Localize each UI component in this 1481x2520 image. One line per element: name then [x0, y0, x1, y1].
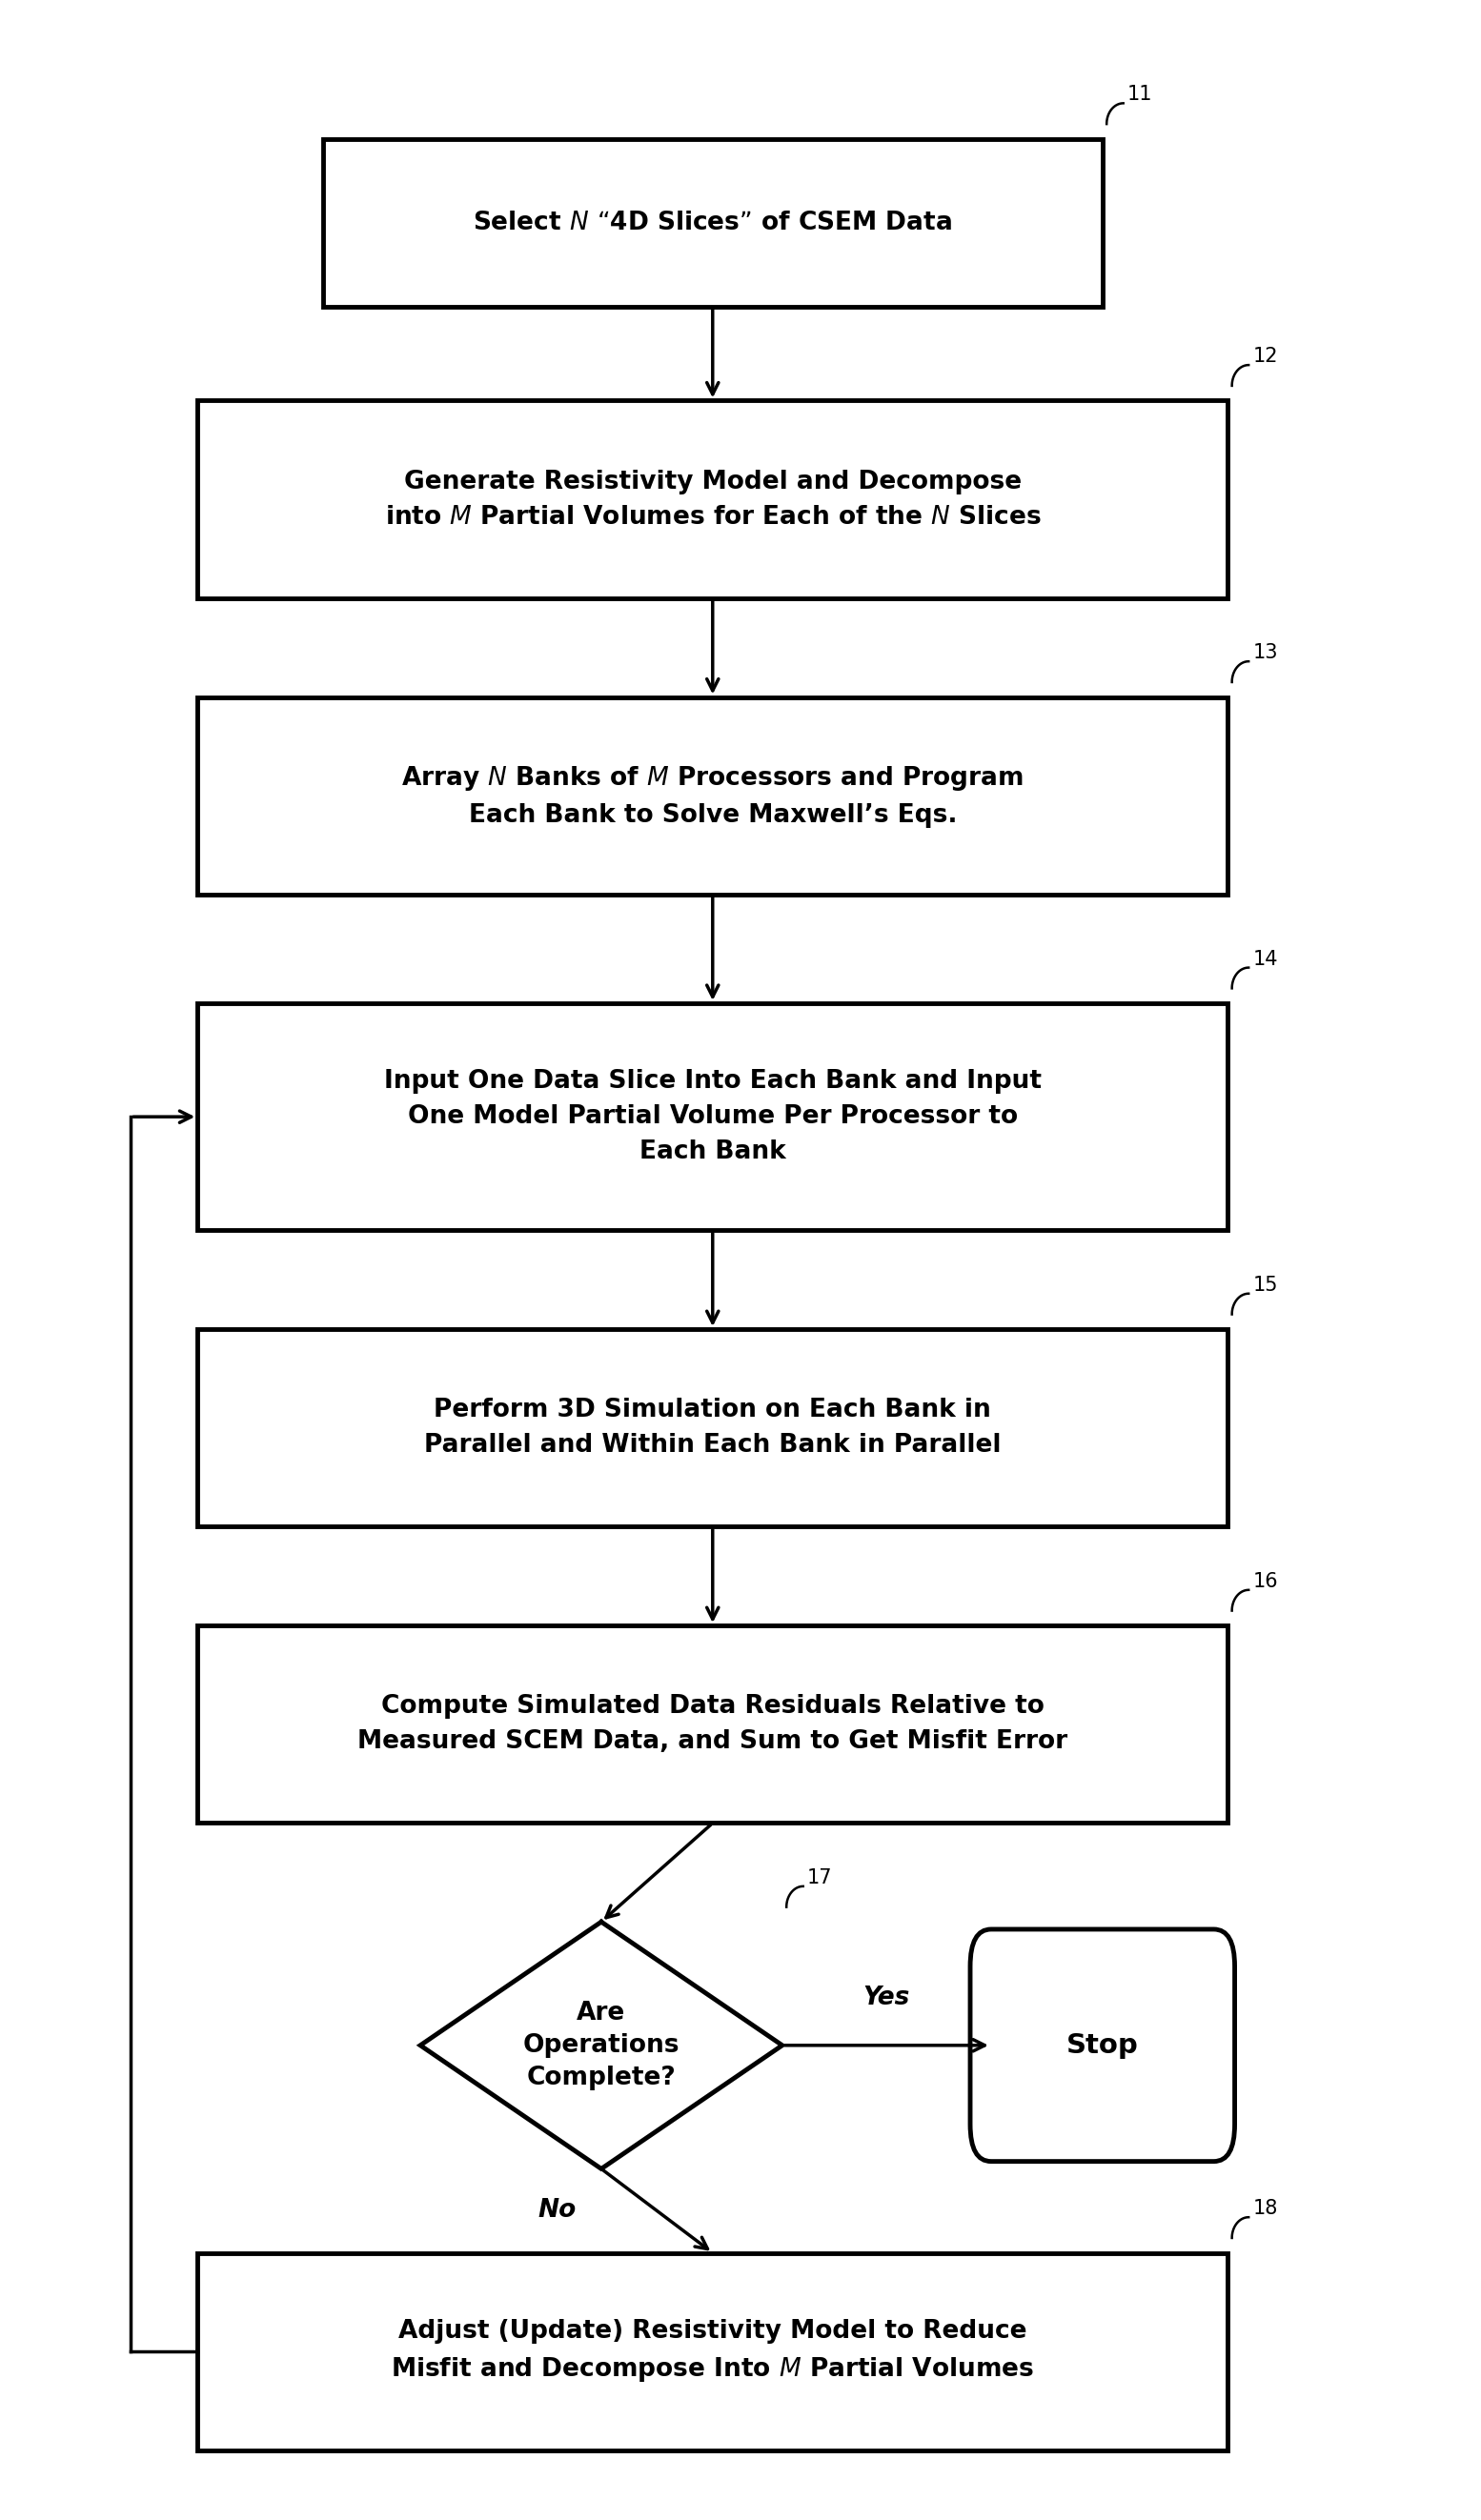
Text: 11: 11: [1127, 86, 1152, 103]
FancyBboxPatch shape: [197, 1328, 1228, 1527]
FancyBboxPatch shape: [970, 1930, 1235, 2162]
Text: Adjust (Update) Resistivity Model to Reduce
Misfit and Decompose Into $\mathit{M: Adjust (Update) Resistivity Model to Red…: [391, 2318, 1034, 2384]
Text: Select $\mathit{N}$ “4D Slices” of CSEM Data: Select $\mathit{N}$ “4D Slices” of CSEM …: [472, 209, 952, 234]
Text: 15: 15: [1253, 1275, 1278, 1295]
Text: 12: 12: [1253, 348, 1278, 365]
Polygon shape: [421, 1923, 782, 2170]
Text: 14: 14: [1253, 950, 1278, 968]
FancyBboxPatch shape: [323, 139, 1102, 307]
Text: 18: 18: [1253, 2200, 1278, 2218]
Text: No: No: [538, 2197, 576, 2223]
Text: Generate Resistivity Model and Decompose
into $\mathit{M}$ Partial Volumes for E: Generate Resistivity Model and Decompose…: [385, 469, 1041, 529]
FancyBboxPatch shape: [197, 401, 1228, 597]
Text: Stop: Stop: [1066, 2031, 1139, 2059]
Text: Yes: Yes: [863, 1986, 911, 2011]
Text: 13: 13: [1253, 643, 1278, 663]
Text: Are
Operations
Complete?: Are Operations Complete?: [523, 2001, 680, 2089]
FancyBboxPatch shape: [197, 2253, 1228, 2449]
Text: 17: 17: [807, 1867, 832, 1887]
Text: Array $\mathit{N}$ Banks of $\mathit{M}$ Processors and Program
Each Bank to Sol: Array $\mathit{N}$ Banks of $\mathit{M}$…: [401, 764, 1023, 827]
Text: 16: 16: [1253, 1572, 1278, 1590]
Text: Input One Data Slice Into Each Bank and Input
One Model Partial Volume Per Proce: Input One Data Slice Into Each Bank and …: [384, 1068, 1041, 1164]
FancyBboxPatch shape: [197, 698, 1228, 895]
Text: Compute Simulated Data Residuals Relative to
Measured SCEM Data, and Sum to Get : Compute Simulated Data Residuals Relativ…: [357, 1693, 1068, 1754]
FancyBboxPatch shape: [197, 1625, 1228, 1822]
FancyBboxPatch shape: [197, 1003, 1228, 1230]
Text: Perform 3D Simulation on Each Bank in
Parallel and Within Each Bank in Parallel: Perform 3D Simulation on Each Bank in Pa…: [424, 1399, 1001, 1459]
